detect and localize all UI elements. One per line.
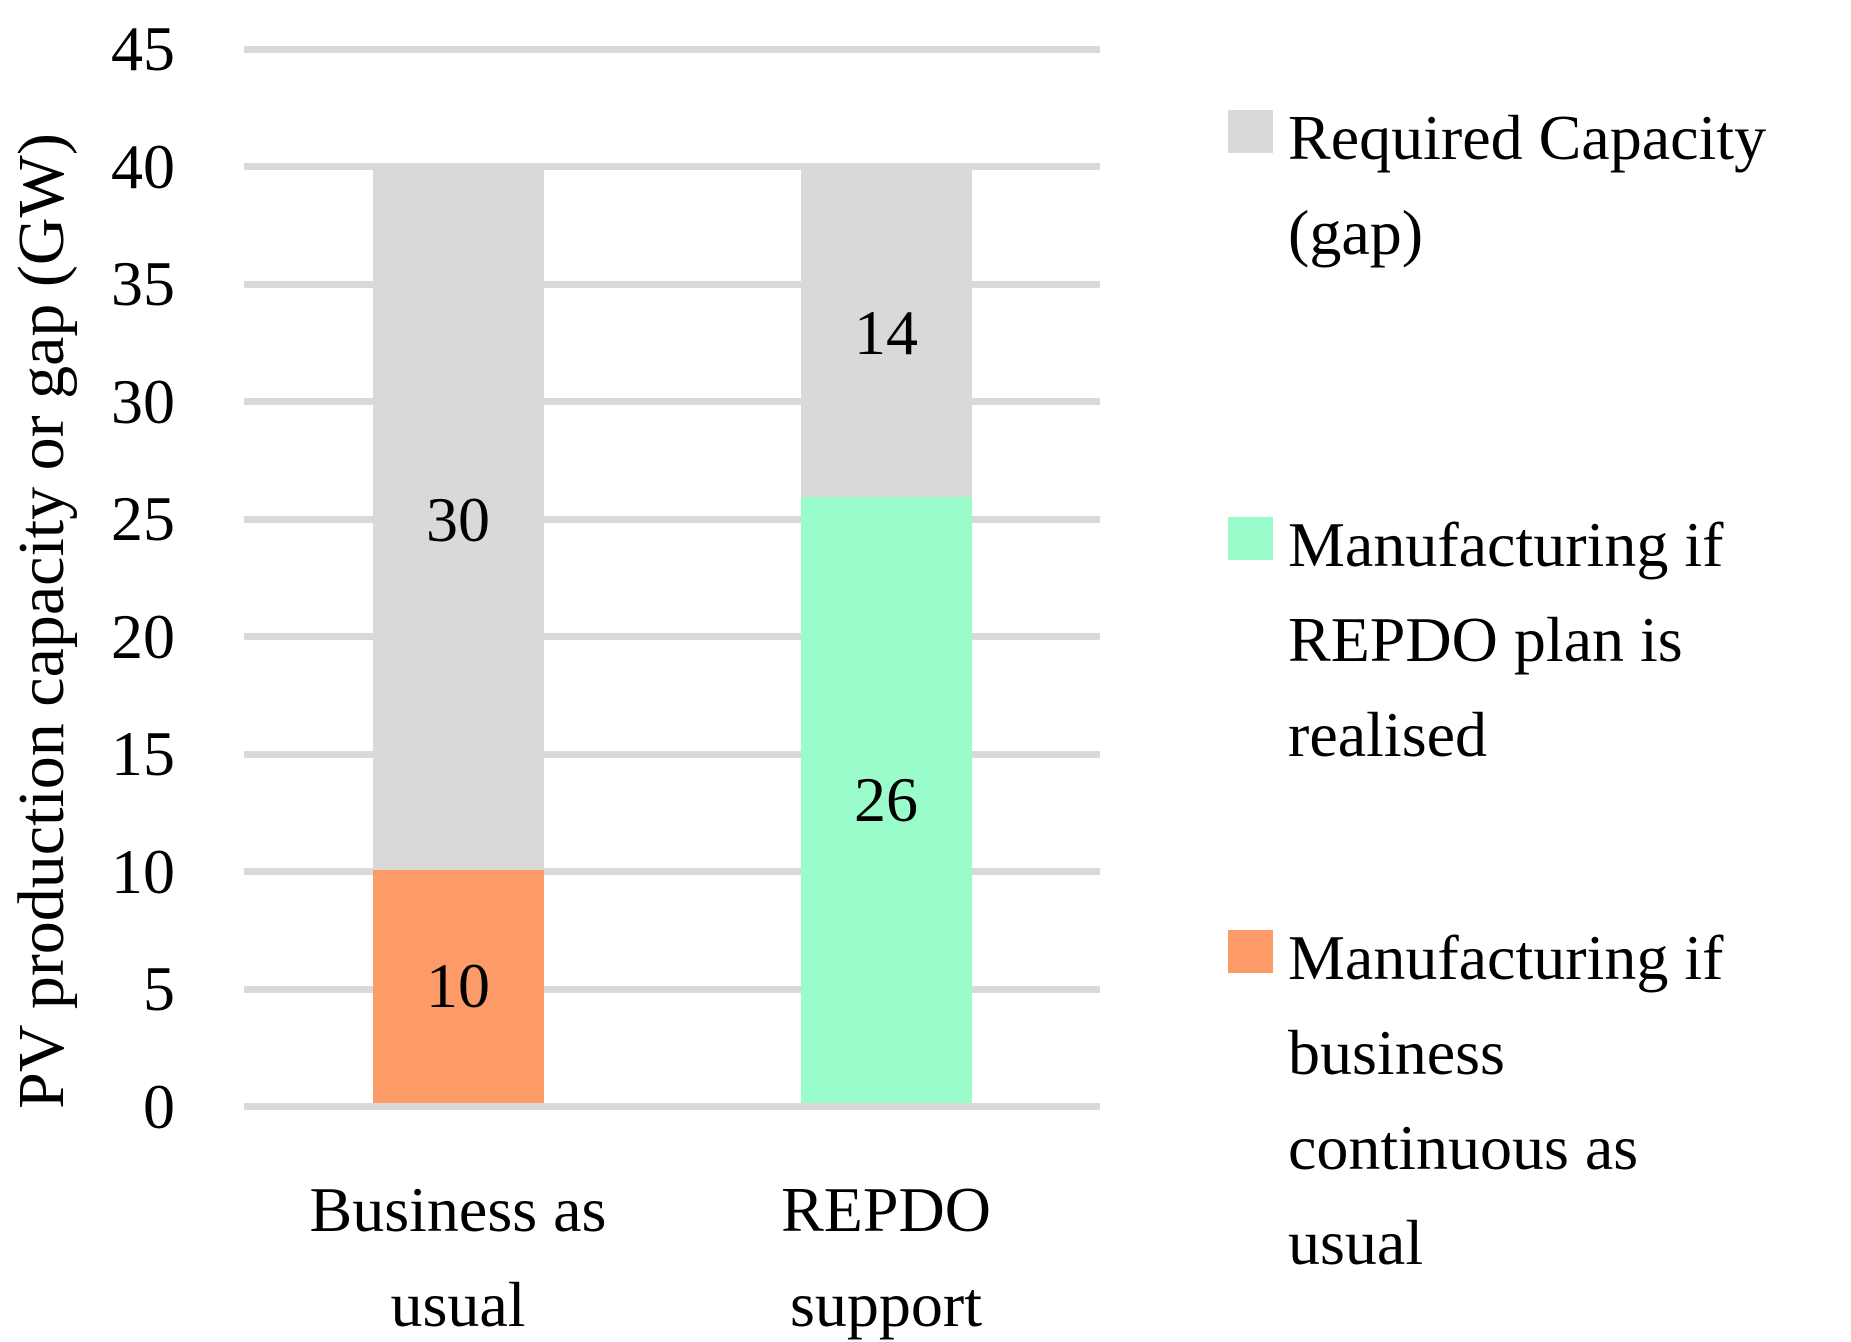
legend-item-label: Manufacturing if REPDO plan is realised	[1288, 509, 1724, 770]
gridline	[244, 398, 1100, 405]
gridline	[244, 163, 1100, 170]
legend-swatch	[1228, 110, 1273, 153]
bar-segment	[373, 870, 544, 1103]
x-category-label: REPDO support	[781, 1174, 991, 1340]
gridline	[244, 986, 1100, 993]
x-category-label: Business as usual	[309, 1174, 607, 1340]
legend-swatch	[1228, 517, 1273, 560]
y-tick-label: 45	[111, 13, 175, 84]
y-tick-label: 35	[111, 248, 175, 319]
legend-item-label: Manufacturing if business continuous as …	[1288, 922, 1724, 1278]
legend-swatch	[1228, 930, 1273, 973]
bar-segment	[801, 497, 972, 1103]
y-tick-label: 30	[111, 366, 175, 437]
bar-segment	[373, 170, 544, 870]
segment-value-label: 10	[426, 950, 490, 1021]
bar-segment	[801, 170, 972, 497]
gridline	[244, 633, 1100, 640]
segment-value-label: 30	[426, 484, 490, 555]
segment-value-label: 14	[854, 297, 918, 368]
y-tick-label: 40	[111, 131, 175, 202]
gridline	[244, 46, 1100, 53]
segment-value-label: 26	[854, 764, 918, 835]
gridline	[244, 1103, 1100, 1110]
gridline	[244, 751, 1100, 758]
y-tick-label: 5	[143, 953, 175, 1024]
y-tick-label: 0	[143, 1071, 175, 1142]
gridline	[244, 516, 1100, 523]
y-tick-label: 25	[111, 483, 175, 554]
gridline	[244, 281, 1100, 288]
y-tick-label: 20	[111, 601, 175, 672]
y-tick-label: 10	[111, 836, 175, 907]
legend-item-label: Required Capacity (gap)	[1288, 102, 1767, 268]
gridline	[244, 868, 1100, 875]
y-tick-label: 15	[111, 718, 175, 789]
